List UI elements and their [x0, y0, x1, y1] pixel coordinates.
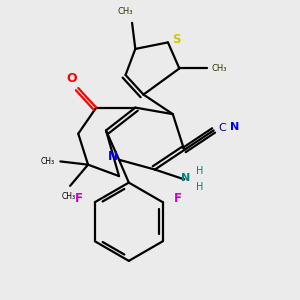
Text: N: N — [230, 122, 239, 131]
Text: H: H — [196, 166, 204, 176]
Text: S: S — [172, 33, 180, 46]
Text: CH₃: CH₃ — [212, 64, 227, 73]
Text: N: N — [108, 150, 118, 163]
Text: F: F — [75, 192, 83, 205]
Text: CH₃: CH₃ — [61, 192, 76, 201]
Text: CH₃: CH₃ — [40, 157, 54, 166]
Text: F: F — [174, 192, 182, 205]
Text: CH₃: CH₃ — [118, 7, 133, 16]
Text: H: H — [196, 182, 204, 193]
Text: N: N — [181, 173, 190, 183]
Text: O: O — [66, 72, 77, 86]
Text: C: C — [219, 123, 226, 133]
